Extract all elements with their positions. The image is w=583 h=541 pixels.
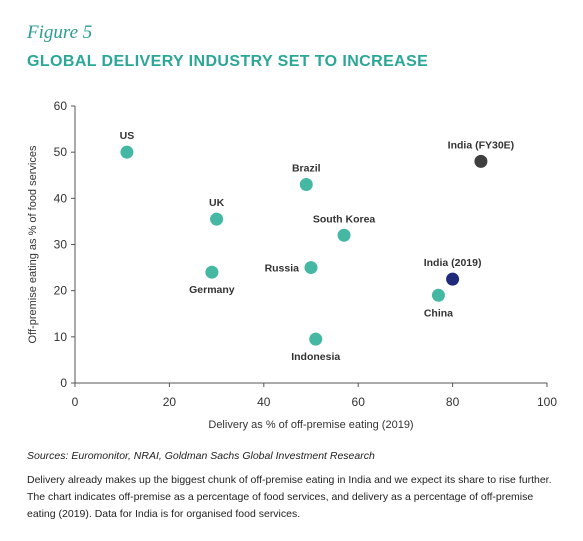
y-tick-label: 20 (54, 284, 68, 298)
chart-points: US UK Germany Brazil South Korea Russia Indone… (120, 130, 515, 363)
figure-label: Figure 5 (27, 22, 93, 43)
y-tick-label: 0 (60, 376, 67, 390)
y-tick-label: 30 (54, 238, 68, 252)
chart-axes: 0 10 20 30 40 50 60 0 20 40 60 80 100 (54, 99, 558, 409)
point-label-uk: UK (209, 197, 225, 209)
x-tick-label: 20 (163, 395, 177, 409)
x-tick-label: 80 (446, 395, 460, 409)
point-us (120, 145, 134, 159)
point-china (431, 288, 445, 302)
y-tick-label: 60 (54, 99, 68, 113)
point-label-india-fy30e: India (FY30E) (448, 139, 515, 151)
point-germany (205, 265, 219, 279)
point-label-us: US (120, 130, 135, 142)
x-tick-label: 40 (257, 395, 271, 409)
point-label-indonesia: Indonesia (291, 351, 340, 363)
point-label-russia: Russia (265, 263, 300, 275)
sources-text: Sources: Euromonitor, NRAI, Goldman Sach… (27, 450, 375, 462)
point-india-2019 (446, 272, 460, 286)
y-tick-label: 50 (54, 145, 68, 159)
point-label-south-korea: South Korea (313, 213, 376, 225)
point-india-fy30e (474, 154, 488, 168)
point-label-germany: Germany (189, 284, 235, 296)
y-axis-label: Off-premise eating as % of food services (27, 145, 39, 343)
point-russia (304, 261, 318, 275)
scatter-chart: 0 10 20 30 40 50 60 0 20 40 60 80 100 US UK Germany Bra… (27, 99, 558, 431)
chart-title: GLOBAL DELIVERY INDUSTRY SET TO INCREASE (27, 53, 429, 70)
x-tick-label: 0 (72, 395, 79, 409)
point-label-china: China (424, 307, 453, 319)
y-tick-label: 40 (54, 191, 68, 205)
point-label-brazil: Brazil (292, 162, 321, 174)
point-indonesia (309, 332, 323, 346)
point-brazil (299, 177, 313, 191)
chart-note: Delivery already makes up the biggest ch… (27, 474, 552, 520)
point-south-korea (337, 228, 351, 242)
x-tick-label: 100 (537, 395, 557, 409)
point-label-india-2019: India (2019) (424, 257, 482, 269)
x-axis-label: Delivery as % of off-premise eating (201… (208, 419, 413, 431)
point-uk (210, 212, 224, 226)
y-tick-label: 10 (54, 330, 68, 344)
x-tick-label: 60 (352, 395, 366, 409)
